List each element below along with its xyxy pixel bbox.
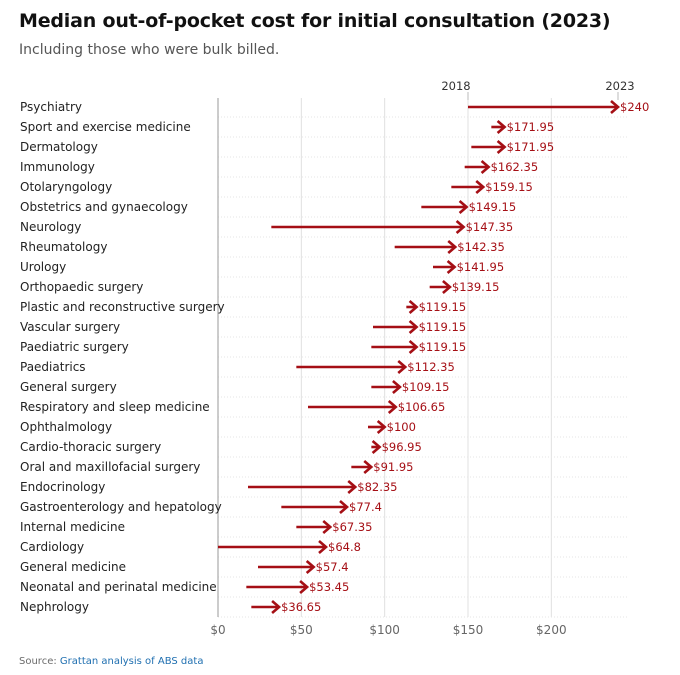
arrow-head [455, 220, 466, 234]
value-label: $119.15 [419, 320, 467, 334]
arrow-head [322, 520, 333, 534]
category-label: Paediatrics [20, 360, 86, 374]
chart-title: Median out-of-pocket cost for initial co… [19, 10, 611, 32]
value-label: $119.15 [419, 340, 467, 354]
category-label: Oral and maxillofacial surgery [20, 460, 200, 474]
arrow-head [408, 300, 419, 314]
arrow-head [496, 120, 507, 134]
value-label: $240 [620, 100, 649, 114]
arrow-head [408, 320, 419, 334]
category-label: Obstetrics and gynaecology [20, 200, 188, 214]
legend-start-label: 2018 [441, 79, 470, 93]
value-label: $67.35 [332, 520, 372, 534]
value-label: $147.35 [466, 220, 514, 234]
arrow-head [610, 100, 620, 114]
category-label: Orthopaedic surgery [20, 280, 143, 294]
value-label: $57.4 [316, 560, 349, 574]
category-label: Gastroenterology and hepatology [20, 500, 222, 514]
x-tick-label: $100 [369, 623, 400, 637]
arrow-head [363, 460, 374, 474]
category-label: Endocrinology [20, 480, 105, 494]
arrow-head [271, 600, 282, 614]
arrow-head [392, 380, 402, 394]
value-label: $77.4 [349, 500, 382, 514]
category-label: Otolaryngology [20, 180, 112, 194]
value-label: $149.15 [469, 200, 517, 214]
value-label: $171.95 [507, 140, 555, 154]
category-label: General surgery [20, 380, 117, 394]
x-tick-label: $0 [210, 623, 225, 637]
value-label: $82.35 [357, 480, 397, 494]
value-label: $119.15 [419, 300, 467, 314]
value-label: $53.45 [309, 580, 349, 594]
category-label: General medicine [20, 560, 126, 574]
category-label: Psychiatry [20, 100, 82, 114]
arrow-head [475, 180, 486, 194]
category-label: Neurology [20, 220, 81, 234]
arrow-head [299, 580, 310, 594]
category-label: Immunology [20, 160, 95, 174]
value-label: $36.65 [281, 600, 321, 614]
value-label: $141.95 [457, 260, 505, 274]
value-label: $171.95 [507, 120, 555, 134]
arrow-head [376, 420, 387, 434]
category-label: Ophthalmology [20, 420, 112, 434]
source-prefix: Source: [19, 656, 60, 667]
arrow-head [387, 400, 398, 414]
arrow-head [408, 340, 419, 354]
category-label: Plastic and reconstructive surgery [20, 300, 225, 314]
arrow-head [339, 500, 349, 514]
category-label: Internal medicine [20, 520, 125, 534]
arrow-head [305, 560, 316, 574]
x-tick-label: $200 [536, 623, 567, 637]
value-label: $91.95 [373, 460, 413, 474]
category-label: Neonatal and perinatal medicine [20, 580, 217, 594]
arrow-head [496, 140, 507, 154]
arrow-head [397, 360, 408, 374]
category-label: Dermatology [20, 140, 98, 154]
value-label: $100 [387, 420, 416, 434]
value-label: $109.15 [402, 380, 450, 394]
category-label: Rheumatology [20, 240, 107, 254]
category-label: Paediatric surgery [20, 340, 129, 354]
category-label: Vascular surgery [20, 320, 120, 334]
value-label: $106.65 [398, 400, 446, 414]
arrow-head [446, 260, 457, 274]
category-label: Respiratory and sleep medicine [20, 400, 210, 414]
source-note: Source: Grattan analysis of ABS data [19, 656, 203, 667]
x-tick-label: $50 [290, 623, 313, 637]
value-label: $142.35 [457, 240, 505, 254]
chart-subtitle: Including those who were bulk billed. [19, 42, 280, 58]
value-label: $64.8 [328, 540, 361, 554]
value-label: $96.95 [382, 440, 422, 454]
arrow-head [318, 540, 328, 554]
source-link[interactable]: Grattan analysis of ABS data [59, 656, 204, 667]
arrow-head [347, 480, 358, 494]
arrow-head [447, 240, 458, 254]
category-label: Sport and exercise medicine [20, 120, 191, 134]
category-label: Cardiology [20, 540, 84, 554]
arrow-head [458, 200, 469, 214]
arrow-head [371, 440, 382, 454]
category-label: Nephrology [20, 600, 89, 614]
category-label: Urology [20, 260, 66, 274]
arrow-head [442, 280, 452, 294]
arrow-head [480, 160, 491, 174]
value-label: $159.15 [485, 180, 533, 194]
value-label: $139.15 [452, 280, 500, 294]
x-tick-label: $150 [453, 623, 484, 637]
category-label: Cardio-thoracic surgery [20, 440, 161, 454]
value-label: $162.35 [491, 160, 539, 174]
value-label: $112.35 [407, 360, 455, 374]
legend-end-label: 2023 [605, 79, 634, 93]
